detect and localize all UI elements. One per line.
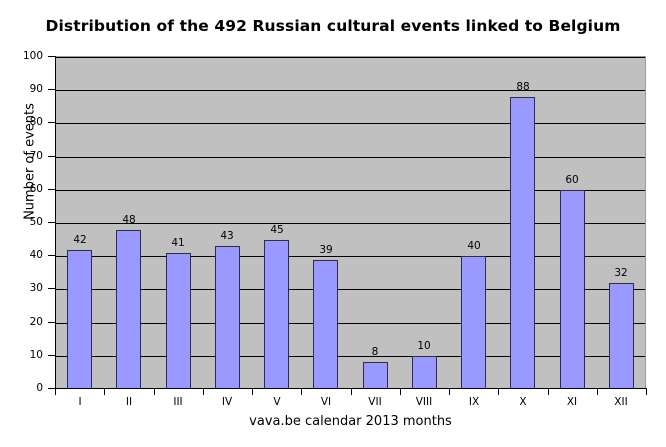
bar[interactable] <box>412 356 437 389</box>
x-tick-mark <box>104 389 105 395</box>
x-tick-mark <box>646 389 647 395</box>
y-tick-mark <box>48 189 55 190</box>
x-tick-label: X <box>519 396 527 408</box>
bar-value-label: 88 <box>516 81 530 93</box>
bar[interactable] <box>461 256 486 389</box>
y-tick-mark <box>48 355 55 356</box>
bar-value-label: 32 <box>614 267 628 279</box>
x-tick-label: VI <box>320 396 332 408</box>
y-tick-label: 30 <box>29 282 43 294</box>
bar-value-label: 43 <box>220 230 234 242</box>
bar[interactable] <box>116 230 141 389</box>
y-tick-mark <box>48 56 55 57</box>
x-tick-label: IV <box>221 396 233 408</box>
x-tick-label: II <box>125 396 133 408</box>
x-tick-label: VIII <box>415 396 433 408</box>
y-tick-mark <box>48 89 55 90</box>
bar[interactable] <box>264 240 289 389</box>
bar[interactable] <box>313 260 338 389</box>
bar-value-label: 40 <box>467 240 481 252</box>
x-tick-mark <box>252 389 253 395</box>
y-axis-line <box>55 56 56 389</box>
bar[interactable] <box>363 362 388 389</box>
plot-area <box>55 56 646 389</box>
bar-value-label: 42 <box>73 234 87 246</box>
y-tick-label: 60 <box>29 183 43 195</box>
x-tick-label: IX <box>468 396 480 408</box>
bar[interactable] <box>609 283 634 389</box>
y-tick-label: 90 <box>29 83 43 95</box>
x-tick-label: XII <box>614 396 628 408</box>
x-tick-mark <box>449 389 450 395</box>
gridline <box>55 256 645 257</box>
x-tick-mark <box>203 389 204 395</box>
x-tick-mark <box>351 389 352 395</box>
x-tick-mark <box>301 389 302 395</box>
x-tick-mark <box>548 389 549 395</box>
x-tick-mark <box>55 389 56 395</box>
x-tick-label: III <box>173 396 183 408</box>
bar-value-label: 48 <box>122 214 136 226</box>
y-tick-mark <box>48 222 55 223</box>
bar-value-label: 41 <box>171 237 185 249</box>
chart-title: Distribution of the 492 Russian cultural… <box>45 17 621 35</box>
gridline <box>55 90 645 91</box>
x-tick-label: V <box>273 396 281 408</box>
x-tick-mark <box>498 389 499 395</box>
x-tick-label: XI <box>566 396 578 408</box>
bar-value-label: 60 <box>565 174 579 186</box>
y-tick-mark <box>48 388 55 389</box>
x-tick-label: VII <box>368 396 382 408</box>
x-axis-title: vava.be calendar 2013 months <box>249 414 452 429</box>
bar[interactable] <box>67 250 92 389</box>
y-tick-mark <box>48 122 55 123</box>
x-tick-mark <box>597 389 598 395</box>
gridline <box>55 57 645 58</box>
x-tick-label: I <box>78 396 82 408</box>
bar[interactable] <box>215 246 240 389</box>
y-tick-label: 40 <box>29 249 43 261</box>
bar[interactable] <box>510 97 535 389</box>
y-tick-label: 50 <box>29 216 43 228</box>
x-axis-line <box>55 388 647 389</box>
y-tick-label: 100 <box>22 50 43 62</box>
y-tick-label: 0 <box>36 382 43 394</box>
x-tick-mark <box>400 389 401 395</box>
bar-value-label: 39 <box>319 244 333 256</box>
y-tick-label: 70 <box>29 150 43 162</box>
bar-value-label: 8 <box>371 346 379 358</box>
gridline <box>55 223 645 224</box>
y-tick-mark <box>48 255 55 256</box>
y-tick-label: 10 <box>29 349 43 361</box>
gridline <box>55 123 645 124</box>
gridline <box>55 157 645 158</box>
y-tick-mark <box>48 288 55 289</box>
gridline <box>55 356 645 357</box>
bar-value-label: 10 <box>417 340 431 352</box>
y-tick-label: 80 <box>29 116 43 128</box>
gridline <box>55 289 645 290</box>
bar[interactable] <box>166 253 191 389</box>
gridline <box>55 323 645 324</box>
bar-value-label: 45 <box>270 224 284 236</box>
bar[interactable] <box>560 190 585 389</box>
y-tick-label: 20 <box>29 316 43 328</box>
y-tick-mark <box>48 156 55 157</box>
y-tick-mark <box>48 322 55 323</box>
x-tick-mark <box>154 389 155 395</box>
gridline <box>55 190 645 191</box>
